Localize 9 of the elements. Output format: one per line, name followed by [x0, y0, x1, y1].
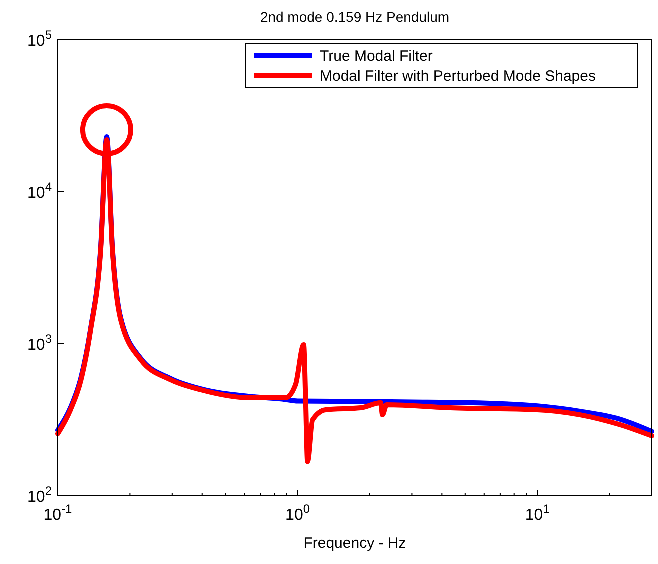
x-tick-label: 10$^{0}$ [286, 502, 310, 524]
y-tick-label: 10$^{5}$ [28, 28, 52, 50]
legend-label: True Modal Filter [320, 48, 433, 65]
y-tick-label: 10$^{3}$ [28, 332, 52, 354]
chart-title: 2nd mode 0.159 Hz Pendulum [260, 9, 450, 25]
y-tick-label: 10$^{4}$ [28, 180, 52, 202]
legend-label: Modal Filter with Perturbed Mode Shapes [320, 68, 596, 85]
x-tick-label: 10$^{1}$ [525, 502, 550, 524]
x-axis-title: Frequency - Hz [304, 535, 406, 552]
